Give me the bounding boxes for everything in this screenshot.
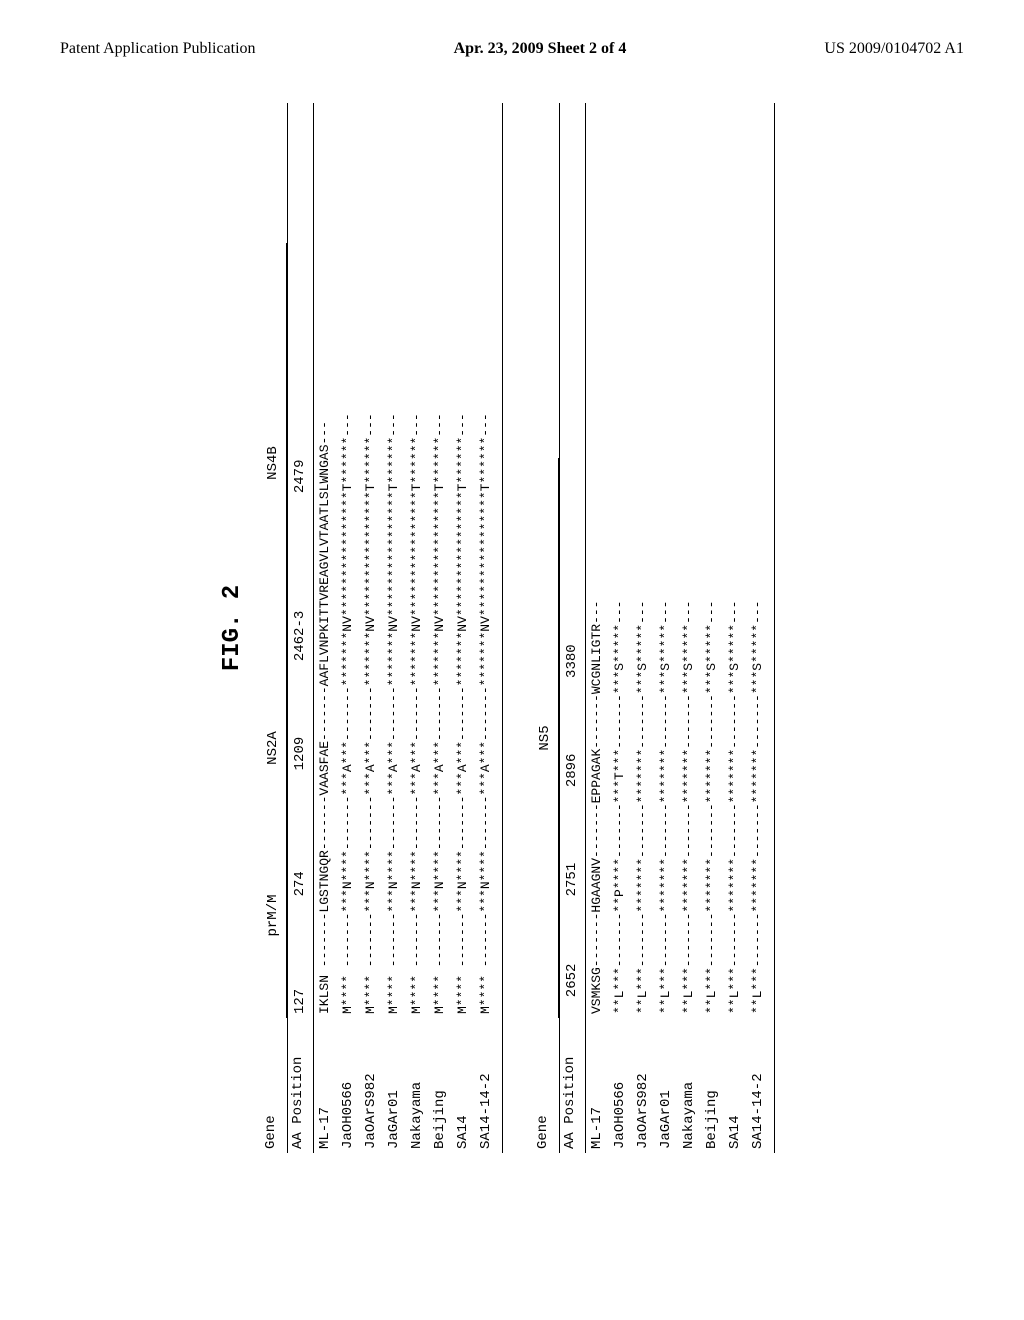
gene-label: Gene (261, 1018, 287, 1153)
gene-name-cell: NS2A (261, 683, 287, 813)
rotated-figure: FIG. 2 Gene prM/MNS2ANS4B AA Position 12… (219, 103, 805, 1153)
header-center: Apr. 23, 2009 Sheet 2 of 4 (454, 40, 627, 58)
strain-label: ML-17 (314, 1018, 337, 1153)
sequence-cell: M**** -------***N****-------***A***-----… (429, 409, 452, 1018)
strain-label: SA14 (724, 1018, 747, 1153)
figure-wrapper: FIG. 2 Gene prM/MNS2ANS4B AA Position 12… (50, 78, 974, 1178)
sequence-row: SA14M**** -------***N****-------***A***-… (452, 103, 475, 1153)
sequence-cell: **L***-------**P****-------***T***------… (609, 597, 632, 1018)
sequence-row: JaOArS982M**** -------***N****-------***… (360, 103, 383, 1153)
strain-label: JaOArS982 (360, 1018, 383, 1153)
sequence-cell: **L***-------*******-------*******------… (747, 597, 770, 1018)
gene-name-cell: NS4B (261, 243, 287, 683)
sequence-cell: **L***-------*******-------*******------… (701, 597, 724, 1018)
sequence-cell: M**** -------***N****-------***A***-----… (406, 409, 429, 1018)
sequence-row: JaOH0566M**** -------***N****-------***A… (337, 103, 360, 1153)
sequence-table-1: Gene prM/MNS2ANS4B AA Position 127 274 1… (261, 103, 775, 1153)
sequence-cell: IKLSN -------LGSTNGQR-------VAASFAE-----… (314, 417, 337, 1018)
gene-header-row-1: Gene prM/MNS2ANS4B (261, 103, 288, 1153)
strain-label: Beijing (701, 1018, 724, 1153)
strain-label: Nakayama (678, 1018, 701, 1153)
sequence-cell: **L***-------*******-------*******------… (632, 597, 655, 1018)
strain-label: JaOH0566 (609, 1018, 632, 1153)
position-row-1: AA Position 127 274 1209 2462-3 2479 (288, 103, 314, 1153)
sequence-cell: M**** -------***N****-------***A***-----… (383, 409, 406, 1018)
sequence-cell: M**** -------***N****-------***A***-----… (452, 409, 475, 1018)
sequence-cell: M**** -------***N****-------***A***-----… (337, 409, 360, 1018)
sequence-cell: M**** -------***N****-------***A***-----… (475, 409, 498, 1018)
sequence-row: JaGAr01**L***-------*******-------******… (655, 103, 678, 1153)
sequence-cell: **L***-------*******-------*******------… (678, 597, 701, 1018)
strain-label: ML-17 (586, 1018, 609, 1153)
sequence-row: Beijing**L***-------*******-------******… (701, 103, 724, 1153)
position-row-2: AA Position 2652 2751 2896 3380 (560, 103, 586, 1153)
strain-label: SA14 (452, 1018, 475, 1153)
sequence-row: ML-17IKLSN -------LGSTNGQR-------VAASFAE… (314, 103, 337, 1153)
sequence-row: JaOH0566**L***-------**P****-------***T*… (609, 103, 632, 1153)
sequence-row: SA14-14-2M**** -------***N****-------***… (475, 103, 503, 1153)
header-right: US 2009/0104702 A1 (824, 40, 964, 58)
strain-label: Beijing (429, 1018, 452, 1153)
sequence-row: NakayamaM**** -------***N****-------***A… (406, 103, 429, 1153)
gene-name-cell: NS5 (533, 458, 559, 1018)
position-label-2: AA Position (560, 1018, 585, 1153)
sequence-cell: **L***-------*******-------*******------… (724, 597, 747, 1018)
sequence-row: BeijingM**** -------***N****-------***A*… (429, 103, 452, 1153)
sequence-row: JaOArS982**L***-------*******-------****… (632, 103, 655, 1153)
sequence-row: ML-17VSMKSG-------HGAAGNV-------EPPAGAK-… (586, 103, 609, 1153)
gene-label-2: Gene (533, 1018, 559, 1153)
figure-title: FIG. 2 (219, 103, 246, 1153)
sequence-cell: M**** -------***N****-------***A***-----… (360, 409, 383, 1018)
position-values-1: 127 274 1209 2462-3 2479 (288, 456, 313, 1019)
strain-label: SA14-14-2 (475, 1018, 498, 1153)
strain-label: JaOArS982 (632, 1018, 655, 1153)
position-label: AA Position (288, 1018, 313, 1153)
gene-name-cell: prM/M (261, 813, 287, 1018)
strain-label: JaGAr01 (383, 1018, 406, 1153)
strain-label: Nakayama (406, 1018, 429, 1153)
sequence-row: Nakayama**L***-------*******-------*****… (678, 103, 701, 1153)
sequence-cell: VSMKSG-------HGAAGNV-------EPPAGAK------… (586, 597, 609, 1018)
page-header: Patent Application Publication Apr. 23, … (50, 40, 974, 58)
sequence-row: SA14-14-2**L***-------*******-------****… (747, 103, 775, 1153)
gene-header-row-2: Gene NS5 (533, 103, 560, 1153)
position-values-2: 2652 2751 2896 3380 (560, 640, 585, 1018)
header-left: Patent Application Publication (60, 40, 256, 58)
sequence-row: SA14**L***-------*******-------*******--… (724, 103, 747, 1153)
sequence-row: JaGAr01M**** -------***N****-------***A*… (383, 103, 406, 1153)
strain-label: JaOH0566 (337, 1018, 360, 1153)
strain-label: JaGAr01 (655, 1018, 678, 1153)
strain-label: SA14-14-2 (747, 1018, 770, 1153)
sequence-cell: **L***-------*******-------*******------… (655, 597, 678, 1018)
